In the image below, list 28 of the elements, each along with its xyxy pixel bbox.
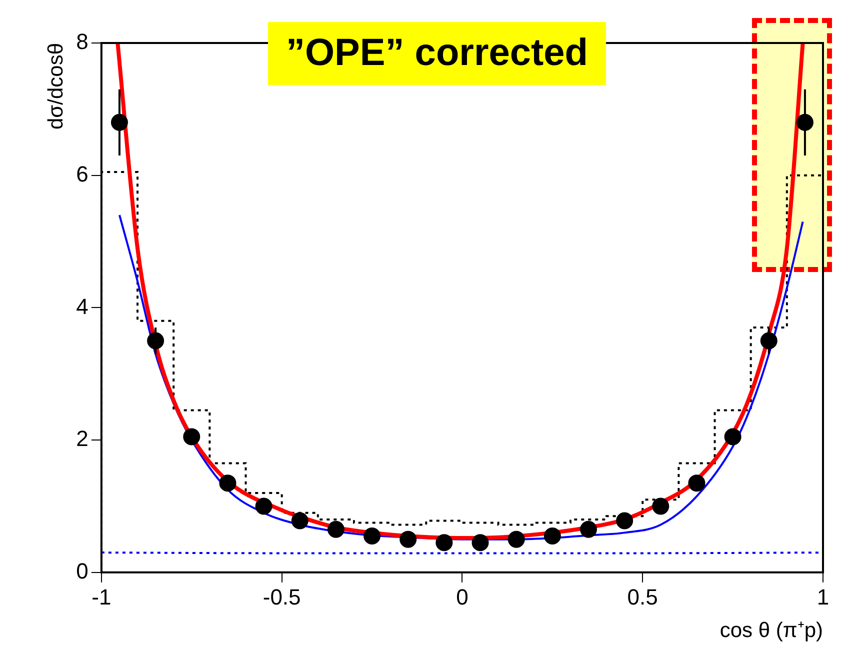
- x-tick-label: 0.5: [627, 584, 658, 610]
- point: [652, 498, 670, 515]
- y-tick-label: 0: [76, 558, 88, 584]
- x-tick-label: 0: [456, 584, 468, 610]
- point: [436, 534, 453, 552]
- y-tick-label: 2: [76, 426, 88, 452]
- point: [291, 512, 308, 530]
- point: [183, 428, 200, 446]
- point: [544, 528, 561, 545]
- x-tick-label: 1: [816, 584, 830, 610]
- x-tick-label: -1: [92, 584, 112, 610]
- point: [472, 534, 489, 552]
- y-tick-label: 6: [76, 161, 88, 186]
- point: [400, 530, 417, 548]
- point: [580, 520, 597, 538]
- annotation: ”OPE” corrected: [268, 22, 606, 85]
- point: [364, 528, 381, 545]
- point: [508, 530, 525, 548]
- point: [255, 498, 272, 515]
- point: [688, 474, 706, 492]
- x-tick-label: -0.5: [262, 584, 301, 610]
- y-tick-label: 8: [76, 29, 88, 54]
- y-tick-label: 4: [76, 294, 88, 319]
- point: [327, 520, 344, 538]
- x-axis-title: cos θ (π⁺p): [720, 619, 823, 642]
- y-axis-title: dσ/dcosθ: [44, 43, 68, 130]
- point: [616, 512, 634, 530]
- point: [219, 474, 236, 492]
